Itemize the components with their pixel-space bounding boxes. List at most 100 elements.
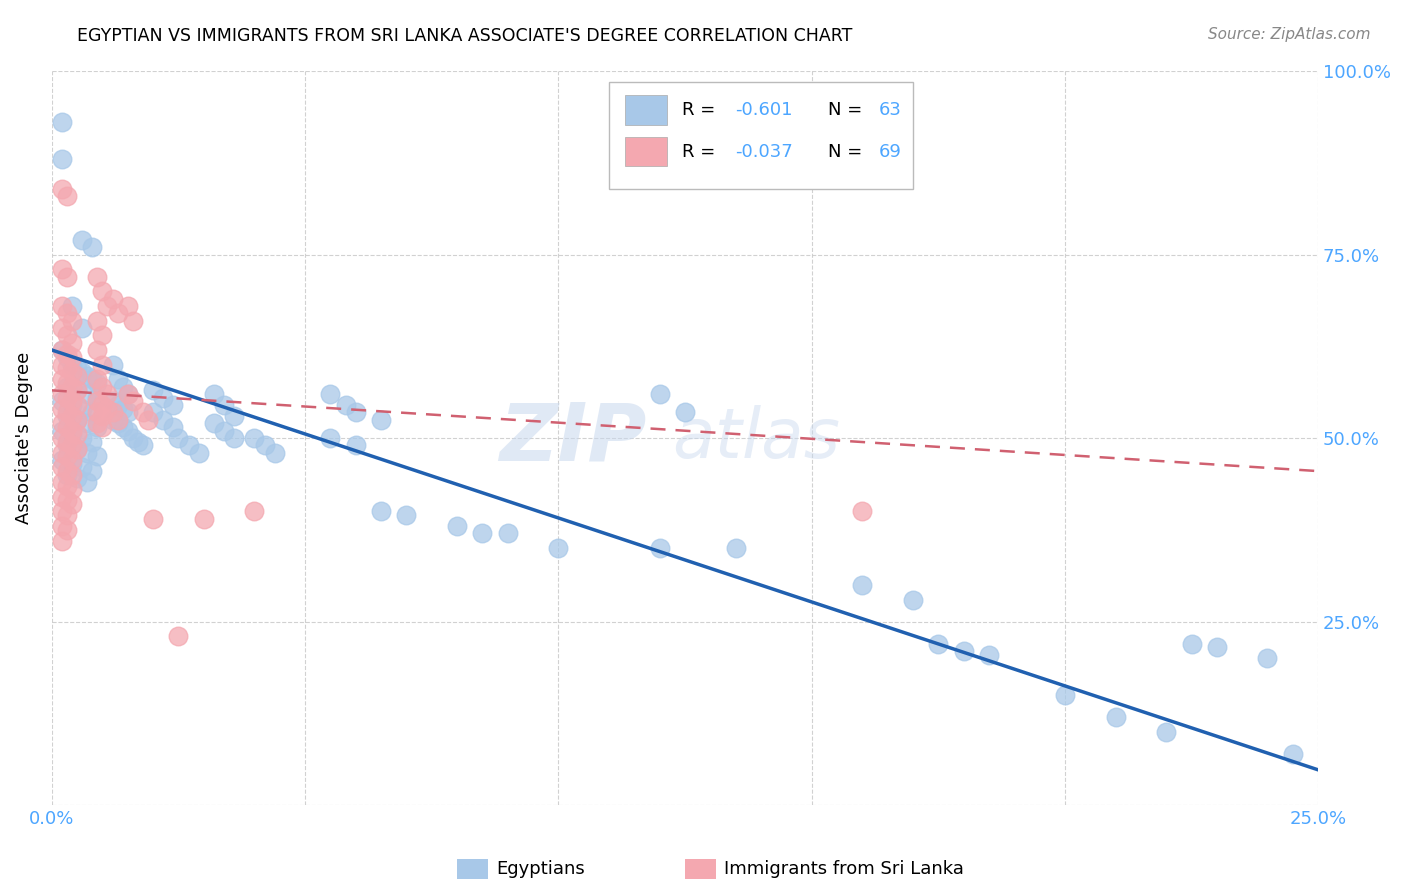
Point (86, 372, 108, 386)
Point (56, 464, 79, 478)
Point (56, 467, 79, 482)
Point (56, 380, 79, 394)
Point (152, 391, 174, 405)
Point (70, 431, 93, 445)
Point (66, 368, 89, 383)
Point (187, 446, 209, 460)
Point (1281, 747, 1303, 761)
Text: 63: 63 (879, 101, 901, 119)
Text: R =: R = (682, 101, 721, 119)
Text: Source: ZipAtlas.com: Source: ZipAtlas.com (1208, 27, 1371, 42)
Point (51, 446, 73, 460)
Text: atlas: atlas (672, 405, 841, 472)
Point (446, 519, 468, 533)
Point (107, 306, 129, 320)
Point (121, 394, 143, 409)
Point (243, 504, 266, 518)
Point (86, 313, 108, 327)
Point (117, 387, 139, 401)
Point (60, 424, 83, 438)
Point (51, 321, 73, 335)
Point (121, 313, 143, 327)
Point (111, 401, 134, 416)
Point (370, 413, 392, 427)
Point (66, 361, 89, 376)
Point (107, 413, 129, 427)
Point (82, 405, 104, 419)
Point (70, 233, 93, 247)
Point (224, 409, 246, 423)
Point (70, 460, 93, 475)
Point (56, 405, 79, 419)
Point (193, 512, 215, 526)
Point (86, 269, 108, 284)
Point (253, 438, 276, 452)
Point (86, 376, 108, 390)
Point (91, 398, 114, 412)
Point (319, 387, 342, 401)
Point (56, 328, 79, 343)
Point (56, 523, 79, 537)
Point (96, 387, 118, 401)
Point (96, 401, 118, 416)
Point (86, 450, 108, 464)
Point (56, 391, 79, 405)
Point (66, 413, 89, 427)
Point (101, 405, 124, 419)
Point (76, 446, 98, 460)
Point (56, 306, 79, 320)
Point (76, 387, 98, 401)
Point (648, 387, 671, 401)
Point (51, 453, 73, 467)
Point (66, 413, 89, 427)
Text: Immigrants from Sri Lanka: Immigrants from Sri Lanka (724, 860, 965, 878)
Text: N =: N = (828, 101, 868, 119)
Point (142, 405, 165, 419)
Point (1104, 710, 1126, 724)
Point (60, 457, 83, 471)
Point (243, 431, 266, 445)
Point (1053, 688, 1076, 702)
Point (60, 335, 83, 350)
Point (60, 351, 83, 365)
Point (117, 405, 139, 419)
Point (673, 405, 696, 419)
Point (51, 152, 73, 166)
Point (60, 427, 83, 442)
Point (66, 384, 89, 398)
Point (82, 372, 104, 386)
Point (51, 431, 73, 445)
Point (56, 479, 79, 493)
Point (82, 434, 104, 449)
Point (212, 398, 235, 412)
Point (901, 592, 924, 607)
Point (344, 438, 367, 452)
Point (86, 343, 108, 357)
Point (60, 409, 83, 423)
Point (202, 387, 225, 401)
Point (851, 578, 873, 592)
Point (66, 427, 89, 442)
Point (202, 417, 225, 431)
Point (60, 467, 83, 482)
Point (56, 438, 79, 452)
Point (86, 405, 108, 419)
Point (370, 504, 392, 518)
FancyBboxPatch shape (626, 137, 668, 167)
Point (56, 420, 79, 434)
Point (60, 365, 83, 379)
Point (51, 262, 73, 277)
Point (111, 380, 134, 394)
Point (344, 405, 367, 419)
Point (86, 391, 108, 405)
Point (82, 240, 104, 254)
Text: -0.601: -0.601 (735, 101, 793, 119)
Point (117, 299, 139, 313)
Point (60, 313, 83, 327)
Text: EGYPTIAN VS IMMIGRANTS FROM SRI LANKA ASSOCIATE'S DEGREE CORRELATION CHART: EGYPTIAN VS IMMIGRANTS FROM SRI LANKA AS… (77, 27, 852, 45)
Point (111, 420, 134, 434)
Point (60, 483, 83, 497)
Point (648, 541, 671, 556)
Point (91, 409, 114, 423)
Y-axis label: Associate's Degree: Associate's Degree (15, 352, 32, 524)
